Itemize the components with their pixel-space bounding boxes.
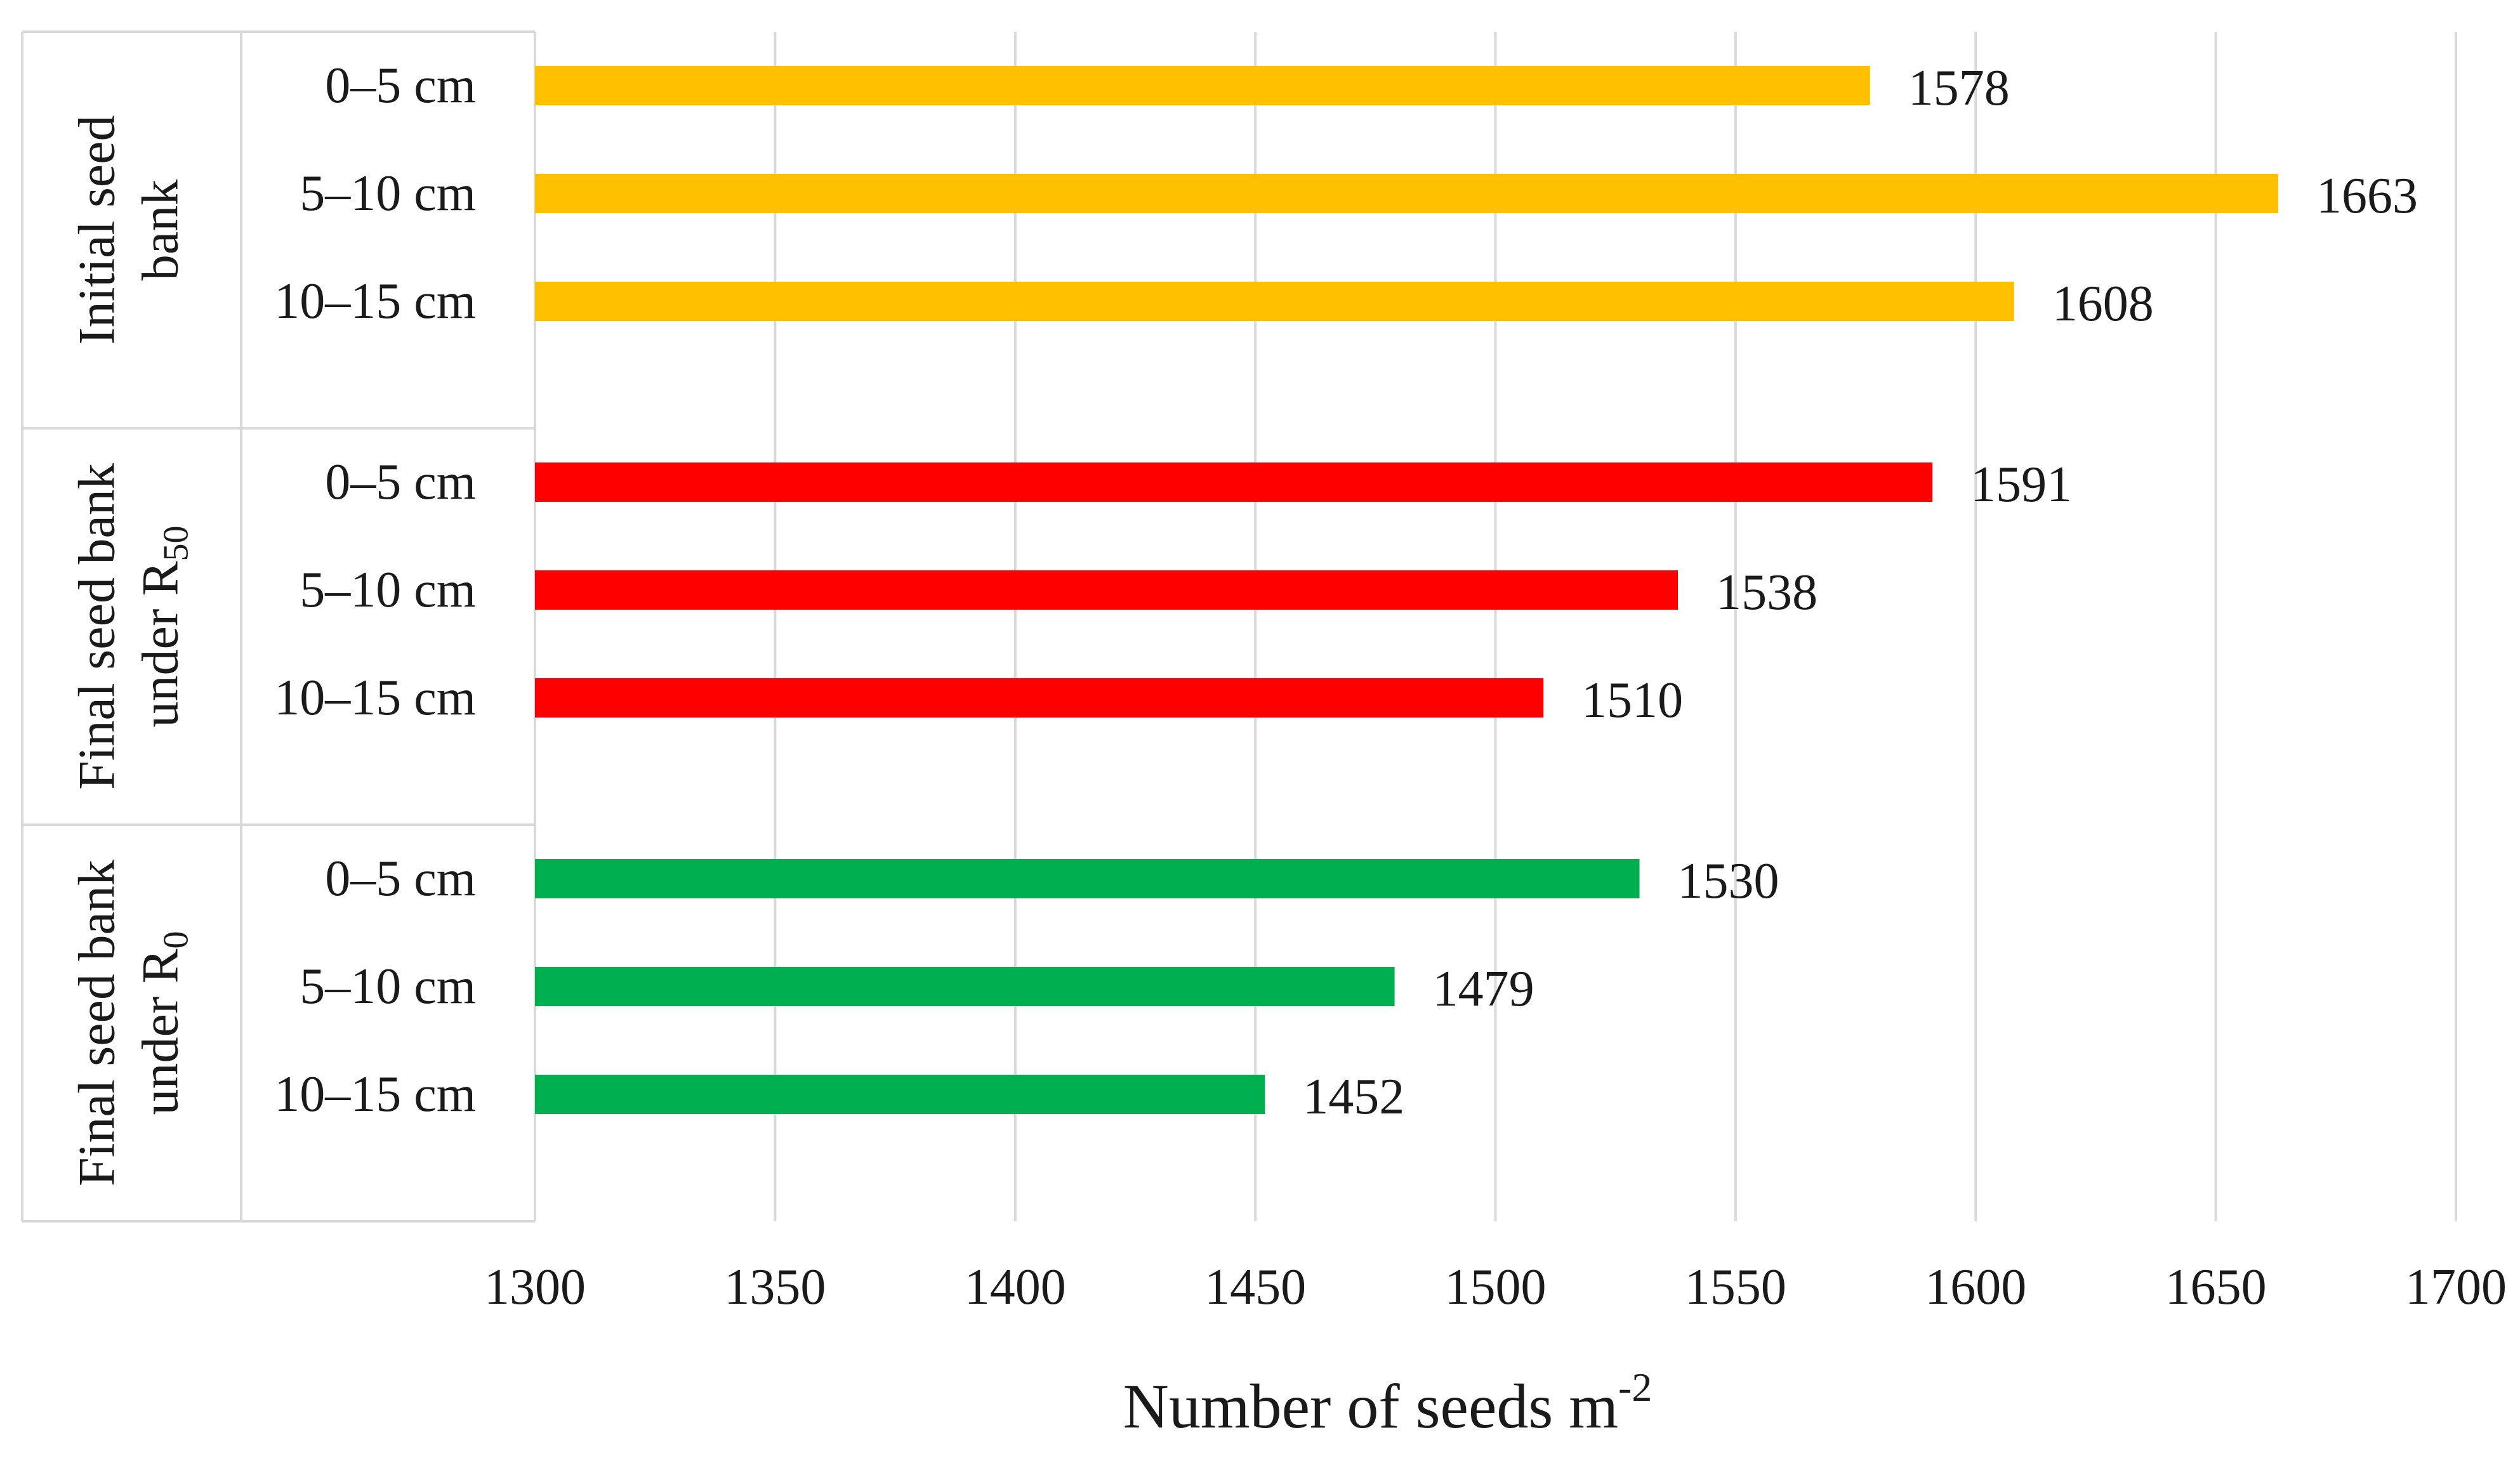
category-label: 0–5 cm (325, 58, 476, 114)
data-label: 1608 (2052, 276, 2154, 332)
bar (535, 967, 1395, 1006)
category-label: 5–10 cm (300, 959, 476, 1014)
bar-series: 1578 1663 1608 1591 1538 1510 1530 1479 1452 (535, 60, 2418, 1125)
bar (535, 678, 1544, 718)
group-label-subscript: 50 (157, 526, 196, 561)
group-label-line-1: Final seed bank (68, 463, 126, 790)
category-table: Initial seed bank 0–5 cm 5–10 cm 10–15 cm Fin… (21, 30, 535, 1223)
x-tick-label: 1500 (1445, 1259, 1547, 1315)
bar (535, 1075, 1265, 1114)
group-label-line-2: under R (131, 561, 189, 727)
x-tick-label: 1450 (1204, 1259, 1306, 1315)
bar (535, 570, 1679, 610)
x-tick-label: 1650 (2165, 1259, 2267, 1315)
x-tick-label: 1300 (484, 1259, 586, 1315)
category-label: 10–15 cm (274, 1066, 476, 1122)
data-label: 1530 (1678, 853, 1779, 909)
bar (535, 66, 1870, 105)
category-label: 10–15 cm (274, 273, 476, 329)
group-label-line-1: Final seed bank (68, 860, 126, 1186)
bar (535, 463, 1933, 502)
bar (535, 282, 2014, 321)
data-label: 1479 (1433, 961, 1534, 1017)
group-label-2: Final seed bank under R0 (68, 860, 196, 1186)
x-tick-label: 1400 (965, 1259, 1066, 1315)
data-label: 1578 (1908, 60, 2010, 116)
category-label: 5–10 cm (300, 166, 476, 221)
data-label: 1452 (1303, 1069, 1404, 1125)
category-label: 0–5 cm (325, 454, 476, 510)
x-tick-label: 1550 (1685, 1259, 1786, 1315)
x-tick-label: 1700 (2405, 1259, 2507, 1315)
group-label-line-2: bank (131, 180, 189, 280)
group-label-1: Final seed bank under R50 (68, 463, 196, 790)
group-label-0: Initial seed bank (68, 115, 189, 344)
bar (535, 859, 1640, 898)
category-label: 5–10 cm (300, 562, 476, 618)
group-label-line-1: Initial seed (68, 115, 126, 344)
x-axis-title-superscript: -2 (1618, 1365, 1652, 1410)
data-label: 1591 (1970, 457, 2072, 513)
group-label-subscript: 0 (157, 931, 196, 949)
data-label: 1663 (2316, 168, 2418, 224)
data-label: 1538 (1716, 565, 1817, 620)
category-label: 10–15 cm (274, 670, 476, 726)
x-tick-label: 1600 (1925, 1259, 2026, 1315)
x-axis-title: Number of seeds m-2 (1123, 1365, 1653, 1441)
x-axis: 1300 1350 1400 1450 1500 1550 1600 1650 1700 Numb… (484, 1259, 2507, 1441)
category-label: 0–5 cm (325, 851, 476, 907)
x-axis-title-text: Number of seeds m (1123, 1371, 1618, 1441)
gridlines (534, 32, 2457, 1221)
group-label-line-2: under R (131, 948, 189, 1115)
x-tick-label: 1350 (724, 1259, 826, 1315)
data-label: 1510 (1581, 672, 1683, 728)
bar (535, 174, 2279, 213)
